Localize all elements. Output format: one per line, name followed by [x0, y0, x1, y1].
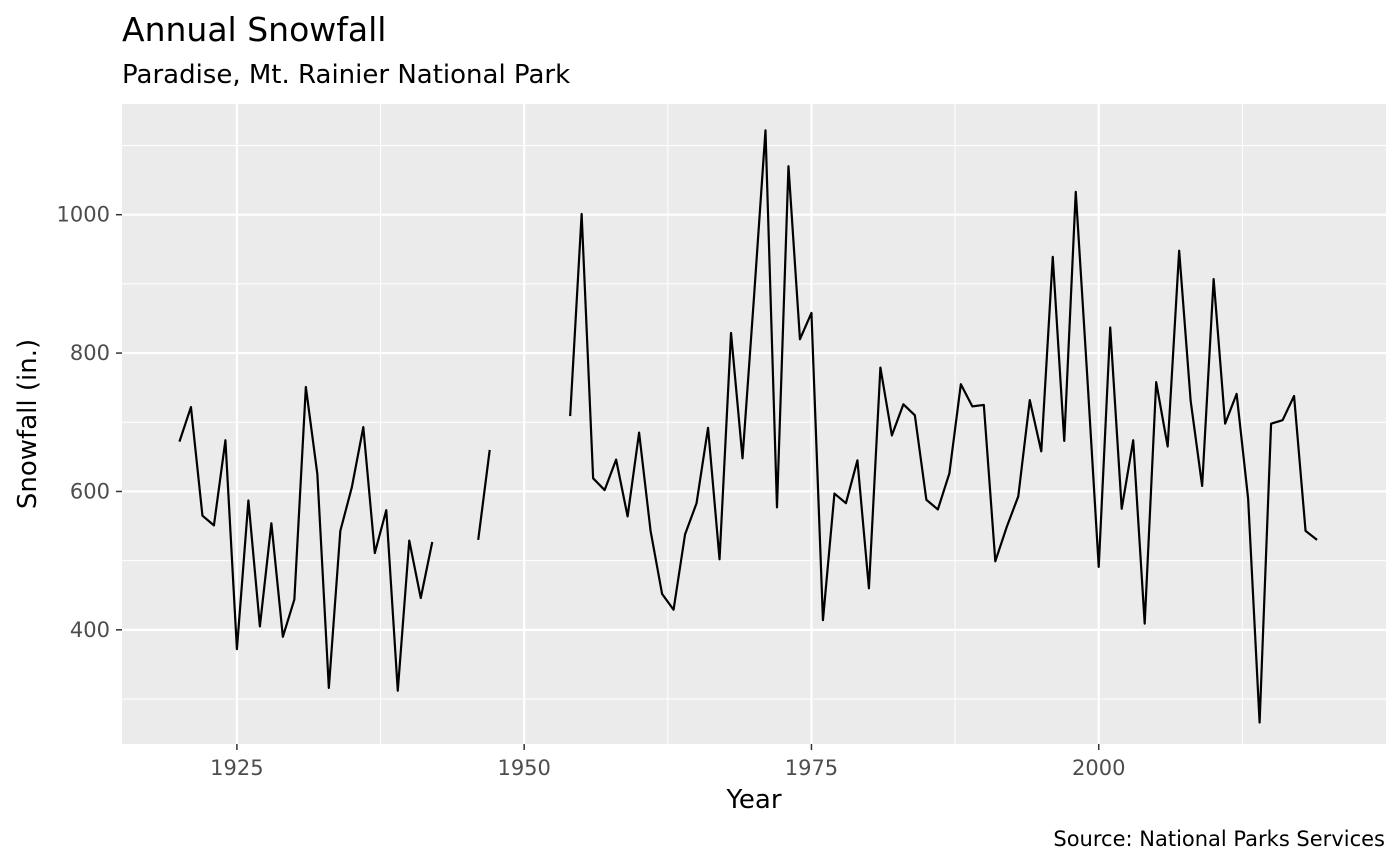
x-tick-label: 1975 [785, 756, 838, 780]
snowfall-series-line [569, 129, 1318, 724]
y-tick-label: 800 [70, 341, 110, 365]
x-tick-label: 1950 [497, 756, 550, 780]
x-axis-title: Year [725, 785, 781, 815]
y-axis-title: Snowfall (in.) [13, 339, 43, 509]
y-tick-label: 400 [70, 618, 110, 642]
y-axis-ticks: 400 600 800 1000 [57, 203, 122, 642]
chart-title: Annual Snowfall [122, 10, 386, 49]
x-tick-label: 1925 [210, 756, 263, 780]
x-tick-label: 2000 [1072, 756, 1125, 780]
snowfall-series-line [477, 449, 491, 541]
y-tick-label: 1000 [57, 203, 110, 227]
snowfall-series-line [178, 385, 434, 692]
x-axis-ticks: 1925 1950 1975 2000 [210, 744, 1125, 780]
chart-caption: Source: National Parks Services [1053, 827, 1385, 851]
y-tick-label: 600 [70, 479, 110, 503]
chart-subtitle: Paradise, Mt. Rainier National Park [122, 60, 570, 90]
series-layer [178, 129, 1318, 724]
